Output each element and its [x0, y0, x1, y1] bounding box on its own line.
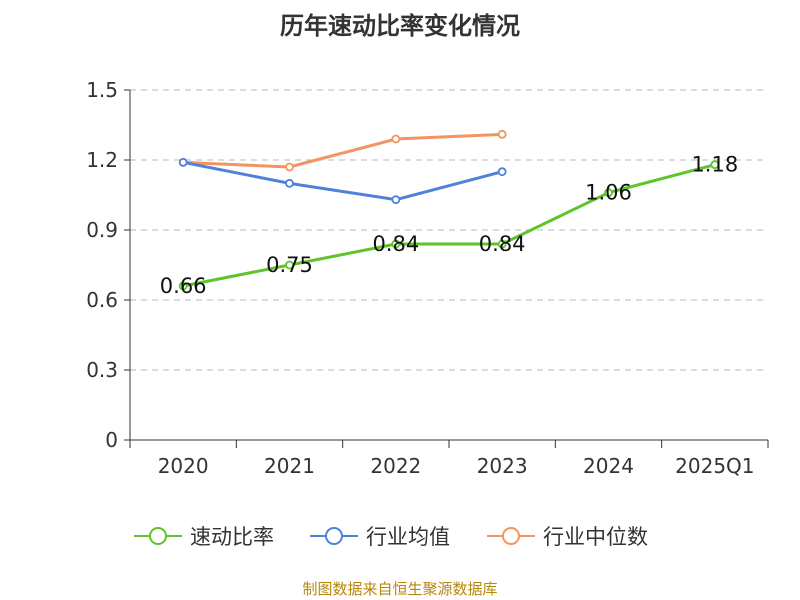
y-tick-label: 0	[105, 428, 118, 452]
legend-item-industry-median[interactable]: 行业中位数	[487, 520, 648, 552]
data-label: 1.18	[691, 153, 738, 177]
data-point[interactable]	[285, 260, 294, 270]
data-point[interactable]	[497, 239, 507, 249]
data-point[interactable]	[285, 162, 294, 172]
series-line	[182, 163, 716, 288]
data-label: 0.84	[372, 232, 419, 256]
data-point[interactable]	[604, 188, 613, 198]
data-point[interactable]	[391, 195, 401, 205]
data-point[interactable]	[285, 178, 294, 188]
legend-label: 行业中位数	[543, 525, 648, 549]
data-label: 0.66	[160, 274, 207, 298]
data-source-note: 制图数据来自恒生聚源数据库	[302, 580, 498, 598]
series-line	[183, 132, 503, 169]
legend-marker-icon	[487, 527, 535, 545]
data-label: 0.84	[479, 232, 526, 256]
x-tick-label: 2025Q1	[675, 454, 754, 478]
data-point[interactable]	[391, 239, 401, 249]
y-tick-label: 1.5	[86, 78, 118, 102]
series-line	[182, 160, 503, 202]
legend-marker-icon	[310, 527, 358, 545]
x-tick-label: 2022	[370, 454, 421, 478]
data-point[interactable]	[710, 160, 720, 170]
y-tick-label: 0.3	[86, 358, 118, 382]
y-tick-label: 1.2	[86, 148, 118, 172]
legend-marker-icon	[134, 527, 182, 545]
data-point[interactable]	[178, 157, 188, 167]
y-tick-label: 0.6	[86, 288, 118, 312]
chart-title: 历年速动比率变化情况	[280, 12, 520, 40]
y-tick-label: 0.9	[86, 218, 118, 242]
data-label: 1.06	[585, 181, 632, 205]
legend-item-industry-average[interactable]: 行业均值	[310, 520, 450, 552]
data-point[interactable]	[178, 281, 188, 291]
legend-label: 速动比率	[190, 525, 274, 549]
legend-item-speed-ratio[interactable]: 速动比率	[134, 520, 274, 552]
legend-label: 行业均值	[366, 525, 450, 549]
legend: 速动比率 行业均值 行业中位数	[0, 520, 800, 552]
x-tick-label: 2023	[477, 454, 528, 478]
data-point[interactable]	[497, 129, 507, 139]
data-point[interactable]	[391, 134, 401, 144]
x-tick-label: 2024	[583, 454, 634, 478]
data-point[interactable]	[497, 167, 507, 177]
data-label: 0.75	[266, 253, 313, 277]
x-tick-label: 2020	[158, 454, 209, 478]
x-tick-label: 2021	[264, 454, 315, 478]
